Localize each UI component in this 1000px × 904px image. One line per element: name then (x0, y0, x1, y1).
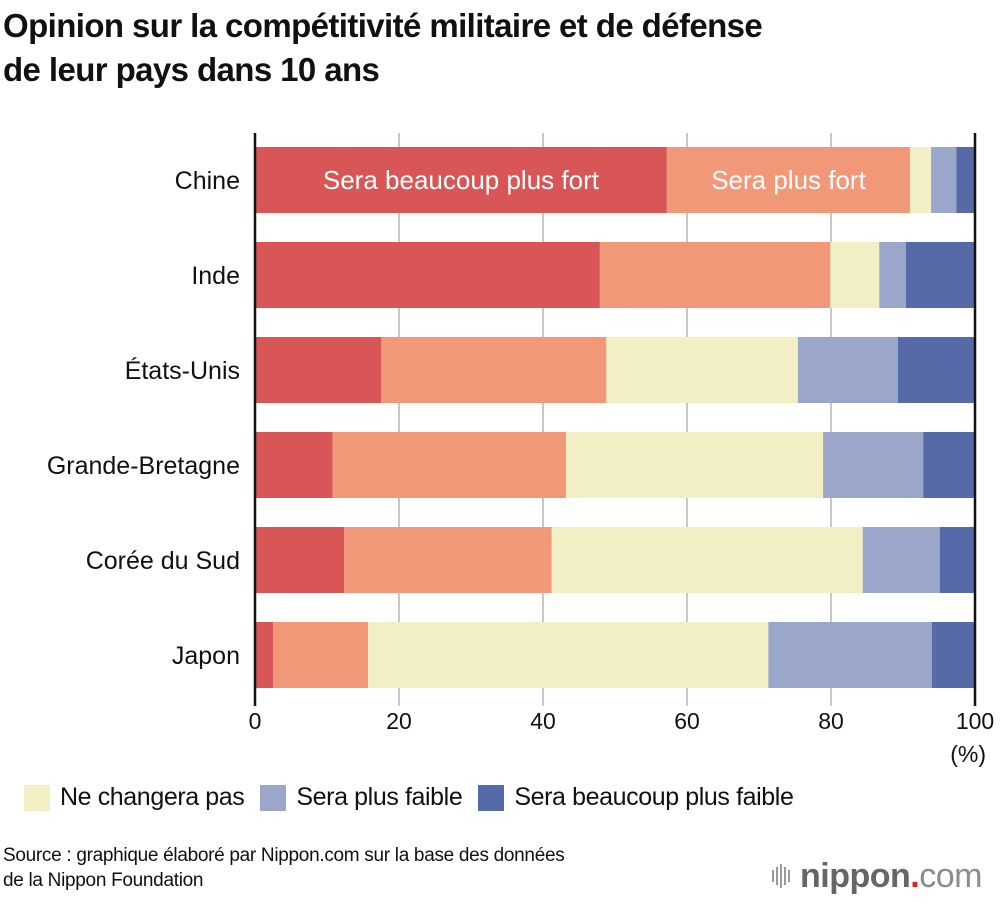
legend-label: Sera beaucoup plus faible (514, 783, 794, 811)
chart-title: Opinion sur la compétitivité militaire e… (3, 4, 993, 92)
legend-item-much-weaker: Sera beaucoup plus faible (478, 783, 794, 812)
bar-segment (599, 242, 831, 308)
bar-segment (344, 527, 552, 593)
legend-item-no-change: Ne changera pas (24, 783, 245, 812)
gridlines (398, 133, 832, 706)
bar-segment (255, 242, 600, 308)
bar-segment (381, 337, 607, 403)
x-tick-label: 60 (674, 708, 700, 734)
bar-segment (931, 147, 957, 213)
x-tick-label: 20 (386, 708, 412, 734)
legend-swatch (24, 784, 50, 811)
category-label: Chine (175, 167, 240, 195)
bar-segment (551, 527, 863, 593)
stacked-bar-chart: Chine Inde États-Unis Grande-Bretagne Corée … (47, 133, 995, 767)
x-tick-label: 0 (249, 708, 262, 734)
bar-segment (606, 337, 798, 403)
bar-segment (255, 432, 333, 498)
x-tick-label: 40 (530, 708, 556, 734)
bars (255, 147, 975, 688)
logo-suffix: com (919, 857, 982, 895)
legend-swatch (260, 784, 287, 811)
bar-segment (368, 622, 769, 688)
bar-segment (956, 147, 975, 213)
bar-segment (255, 147, 667, 213)
category-label: Inde (191, 262, 240, 290)
source-line-2: de la Nippon Foundation (3, 870, 204, 891)
tick-labels: 0 20 40 60 80 100 (%) (249, 708, 995, 767)
title-line-1: Opinion sur la compétitivité militaire e… (3, 7, 763, 44)
bar-segment (830, 242, 880, 308)
bar-segment (255, 622, 273, 688)
x-tick-label: 80 (818, 708, 844, 734)
bar-segment (273, 622, 369, 688)
bar-segment (862, 527, 940, 593)
bar-segment (923, 432, 975, 498)
inline-series-label: Sera plus fort (711, 165, 866, 195)
category-label: Japon (172, 642, 240, 670)
logo-dot: . (910, 857, 920, 895)
bar-segment (879, 242, 906, 308)
bar-segment (797, 337, 898, 403)
category-labels: Chine Inde États-Unis Grande-Bretagne Corée … (47, 167, 240, 670)
bar-segment (255, 337, 381, 403)
title-line-2: de leur pays dans 10 ans (3, 51, 380, 88)
bar-segment (255, 527, 345, 593)
bar-segment (332, 432, 567, 498)
bar-segment (768, 622, 932, 688)
source-note: Source : graphique élaboré par Nippon.co… (3, 843, 565, 893)
x-unit-label: (%) (950, 741, 986, 767)
nippon-logo: nippon.com (772, 858, 982, 894)
bar-segment (931, 622, 975, 688)
inline-series-label: Sera beaucoup plus fort (323, 165, 600, 195)
category-label: Corée du Sud (86, 547, 240, 575)
bar-segment (897, 337, 975, 403)
bar-segment (905, 242, 975, 308)
legend-item-weaker: Sera plus faible (260, 783, 463, 812)
bar-segment (666, 147, 911, 213)
source-line-1: Source : graphique élaboré par Nippon.co… (3, 845, 565, 866)
bar-segment (910, 147, 932, 213)
logo-brand: nippon (800, 857, 911, 895)
logo-wordmark: nippon.com (800, 858, 982, 894)
category-label: Grande-Bretagne (47, 452, 240, 480)
legend-label: Sera plus faible (296, 783, 463, 811)
legend-label: Ne changera pas (60, 783, 245, 811)
bar-segment (566, 432, 824, 498)
legend-swatch (478, 784, 505, 811)
axes (253, 133, 977, 706)
legend: Ne changera pas Sera plus faible Sera be… (24, 783, 809, 812)
inline-labels: Sera beaucoup plus fort Sera plus fort (323, 165, 867, 195)
category-label: États-Unis (125, 356, 240, 385)
bar-segment (823, 432, 924, 498)
x-tick-label: 100 (956, 708, 994, 734)
logo-sound-bars-icon (772, 864, 792, 888)
bar-segment (939, 527, 975, 593)
